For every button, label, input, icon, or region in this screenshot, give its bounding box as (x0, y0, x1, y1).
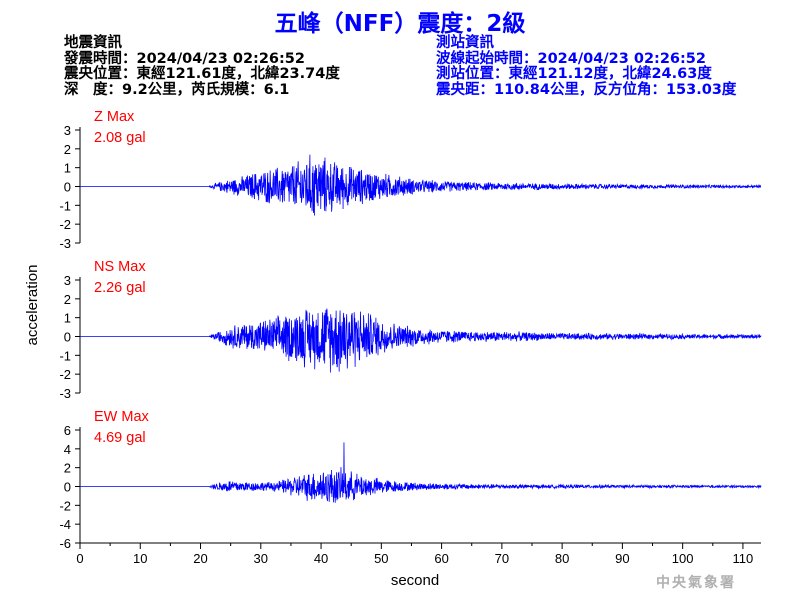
y-tick-label-EW: 4 (64, 442, 71, 457)
x-tick-label: 10 (133, 551, 147, 566)
y-tick-label-Z: 1 (64, 161, 71, 176)
y-tick-label-EW: 2 (64, 461, 71, 476)
y-tick-label-Z: 2 (64, 142, 71, 157)
wave-start-time: 波線起始時間：2024/04/23 02:26:52 (436, 50, 706, 67)
y-tick-label-EW: -2 (59, 498, 71, 513)
max-label-NS: NS Max (94, 259, 146, 275)
distance-azimuth: 震央距：110.84公里，反方位角：153.03度 (436, 81, 737, 98)
max-label-Z: Z Max (94, 109, 135, 125)
y-tick-label-Z: -1 (59, 198, 71, 213)
x-tick-label: 40 (314, 551, 328, 566)
origin-time: 發震時間：2024/04/23 02:26:52 (64, 50, 305, 67)
y-tick-label-NS: 1 (64, 311, 71, 326)
y-tick-label-Z: -2 (59, 217, 71, 232)
waveform-NS (80, 308, 762, 373)
y-tick-label-Z: 0 (64, 180, 71, 195)
x-tick-label: 20 (193, 551, 207, 566)
x-tick-label: 0 (76, 551, 83, 566)
waveform-Z (80, 154, 762, 216)
x-tick-label: 80 (555, 551, 569, 566)
station-info: 測站資訊 波線起始時間：2024/04/23 02:26:52 測站位置：東經1… (436, 35, 737, 98)
y-tick-label-NS: -3 (59, 386, 71, 401)
station-info-heading: 測站資訊 (436, 35, 494, 51)
earthquake-info-heading: 地震資訊 (64, 35, 122, 51)
x-tick-label: 70 (495, 551, 509, 566)
x-tick-label: 100 (672, 551, 694, 566)
agency-credit: 中央氣象署 (656, 575, 736, 591)
x-tick-label: 60 (434, 551, 448, 566)
x-tick-label: 110 (733, 551, 754, 566)
max-label-EW: EW Max (94, 409, 150, 425)
max-value-NS: 2.26 gal (94, 280, 146, 296)
y-tick-label-NS: 3 (64, 273, 71, 288)
x-tick-label: 50 (374, 551, 388, 566)
waveform-EW (80, 442, 762, 503)
depth-magnitude: 深 度：9.2公里，芮氏規模：6.1 (64, 81, 290, 98)
y-tick-label-EW: -6 (59, 536, 71, 551)
y-tick-label-NS: 2 (64, 292, 71, 307)
epicenter-location: 震央位置：東經121.61度，北緯23.74度 (64, 66, 340, 82)
x-tick-label: 30 (254, 551, 268, 566)
x-axis-label: second (391, 572, 439, 589)
max-value-EW: 4.69 gal (94, 430, 146, 446)
y-tick-label-NS: 0 (64, 330, 71, 345)
y-tick-label-EW: 0 (64, 480, 71, 495)
y-tick-label-Z: -3 (59, 236, 71, 251)
max-value-Z: 2.08 gal (94, 130, 146, 146)
y-tick-label-NS: -1 (59, 348, 71, 363)
y-tick-label-EW: 6 (64, 423, 71, 438)
x-tick-label: 90 (615, 551, 629, 566)
station-location: 測站位置：東經121.12度，北緯24.63度 (436, 66, 712, 82)
y-axis-label: acceleration (24, 265, 41, 346)
y-tick-label-Z: 3 (64, 123, 71, 138)
y-tick-label-NS: -2 (59, 367, 71, 382)
earthquake-info: 地震資訊 發震時間：2024/04/23 02:26:52 震央位置：東經121… (64, 35, 340, 98)
y-tick-label-EW: -4 (59, 517, 71, 532)
chart-title: 五峰（NFF）震度：2級 (274, 11, 526, 37)
